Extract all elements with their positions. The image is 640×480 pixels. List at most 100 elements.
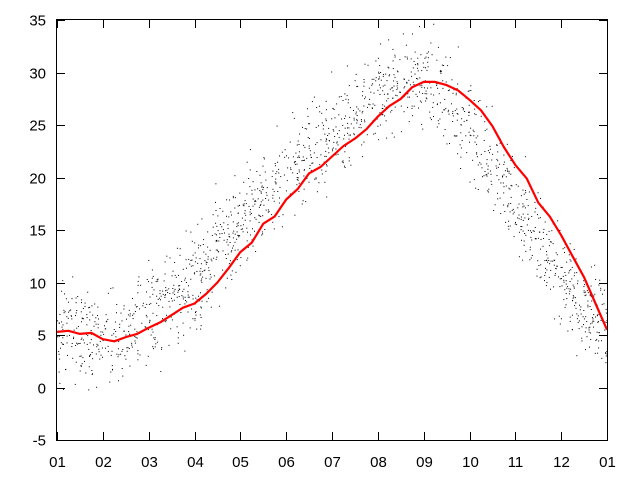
scatter-point bbox=[232, 197, 234, 199]
scatter-point bbox=[422, 93, 424, 94]
scatter-point bbox=[379, 84, 380, 86]
scatter-point bbox=[58, 336, 60, 338]
scatter-point bbox=[601, 357, 603, 359]
scatter-point bbox=[321, 173, 323, 175]
scatter-point bbox=[362, 91, 364, 93]
scatter-point bbox=[115, 321, 116, 323]
scatter-point bbox=[353, 127, 355, 129]
scatter-point bbox=[232, 221, 234, 223]
scatter-point bbox=[593, 295, 595, 297]
scatter-point bbox=[575, 307, 577, 309]
scatter-point bbox=[189, 263, 191, 265]
scatter-point bbox=[353, 117, 355, 119]
scatter-point bbox=[374, 132, 376, 134]
scatter-point bbox=[603, 303, 605, 305]
scatter-point bbox=[497, 151, 499, 153]
scatter-point bbox=[350, 134, 351, 136]
scatter-point bbox=[413, 84, 415, 85]
scatter-point bbox=[529, 249, 531, 251]
scatter-point bbox=[249, 220, 251, 222]
scatter-point bbox=[412, 33, 413, 35]
scatter-point bbox=[275, 178, 277, 180]
scatter-point bbox=[356, 106, 358, 108]
scatter-point bbox=[274, 165, 276, 167]
scatter-point bbox=[337, 133, 338, 135]
scatter-point bbox=[595, 340, 597, 341]
scatter-point bbox=[175, 276, 177, 278]
scatter-point bbox=[564, 247, 566, 249]
scatter-point bbox=[162, 293, 164, 295]
scatter-point bbox=[298, 155, 300, 157]
scatter-point bbox=[75, 312, 77, 314]
scatter-point bbox=[432, 106, 434, 108]
scatter-point bbox=[294, 163, 296, 165]
scatter-point bbox=[584, 295, 586, 297]
scatter-point bbox=[418, 107, 419, 109]
scatter-point bbox=[600, 287, 602, 289]
scatter-point bbox=[201, 271, 203, 273]
scatter-point bbox=[442, 80, 444, 82]
scatter-point bbox=[151, 328, 153, 330]
scatter-point bbox=[145, 314, 147, 316]
scatter-point bbox=[251, 189, 253, 191]
scatter-point bbox=[115, 331, 117, 332]
scatter-point bbox=[448, 89, 450, 91]
scatter-point bbox=[296, 173, 298, 174]
scatter-point bbox=[215, 210, 217, 211]
scatter-point bbox=[326, 143, 328, 145]
scatter-point bbox=[149, 320, 151, 322]
scatter-point bbox=[98, 351, 100, 353]
scatter-point bbox=[419, 100, 421, 102]
scatter-point bbox=[272, 188, 274, 190]
scatter-point bbox=[190, 265, 192, 267]
scatter-point bbox=[321, 112, 323, 114]
scatter-point bbox=[272, 194, 274, 196]
scatter-point bbox=[324, 133, 326, 135]
scatter-point bbox=[62, 324, 64, 326]
scatter-point bbox=[333, 130, 335, 132]
scatter-point bbox=[456, 88, 458, 90]
scatter-point bbox=[539, 217, 541, 219]
scatter-point bbox=[395, 94, 397, 96]
scatter-point bbox=[275, 183, 277, 185]
scatter-point bbox=[360, 127, 362, 129]
scatter-point bbox=[325, 140, 327, 142]
scatter-point bbox=[409, 96, 410, 98]
scatter-point bbox=[415, 93, 417, 95]
scatter-point bbox=[212, 226, 214, 228]
scatter-point bbox=[306, 157, 308, 159]
scatter-point bbox=[532, 230, 534, 232]
scatter-point bbox=[510, 173, 512, 175]
scatter-point bbox=[578, 328, 580, 330]
scatter-point bbox=[204, 260, 206, 262]
scatter-point bbox=[156, 341, 158, 343]
scatter-point bbox=[525, 250, 527, 252]
scatter-point bbox=[520, 216, 522, 218]
scatter-point bbox=[538, 217, 540, 219]
scatter-point bbox=[304, 128, 306, 129]
scatter-point bbox=[130, 324, 132, 326]
scatter-point bbox=[237, 249, 239, 251]
scatter-point bbox=[476, 152, 478, 154]
scatter-point bbox=[548, 260, 550, 261]
scatter-point bbox=[507, 206, 509, 208]
scatter-point bbox=[548, 230, 550, 232]
scatter-point bbox=[192, 298, 194, 300]
scatter-point bbox=[257, 188, 259, 190]
scatter-point bbox=[388, 75, 390, 77]
scatter-point bbox=[546, 269, 548, 271]
scatter-point bbox=[81, 337, 83, 339]
scatter-point bbox=[393, 74, 395, 76]
scatter-point bbox=[92, 373, 93, 375]
scatter-point bbox=[171, 319, 173, 321]
scatter-point bbox=[379, 65, 381, 66]
scatter-point bbox=[298, 144, 300, 145]
scatter-point bbox=[545, 272, 546, 274]
scatter-point bbox=[162, 318, 163, 320]
scatter-point bbox=[122, 375, 124, 377]
scatter-point bbox=[571, 278, 573, 280]
scatter-point bbox=[229, 260, 231, 262]
scatter-point bbox=[344, 127, 346, 129]
scatter-point bbox=[64, 311, 66, 313]
scatter-point bbox=[236, 231, 238, 233]
